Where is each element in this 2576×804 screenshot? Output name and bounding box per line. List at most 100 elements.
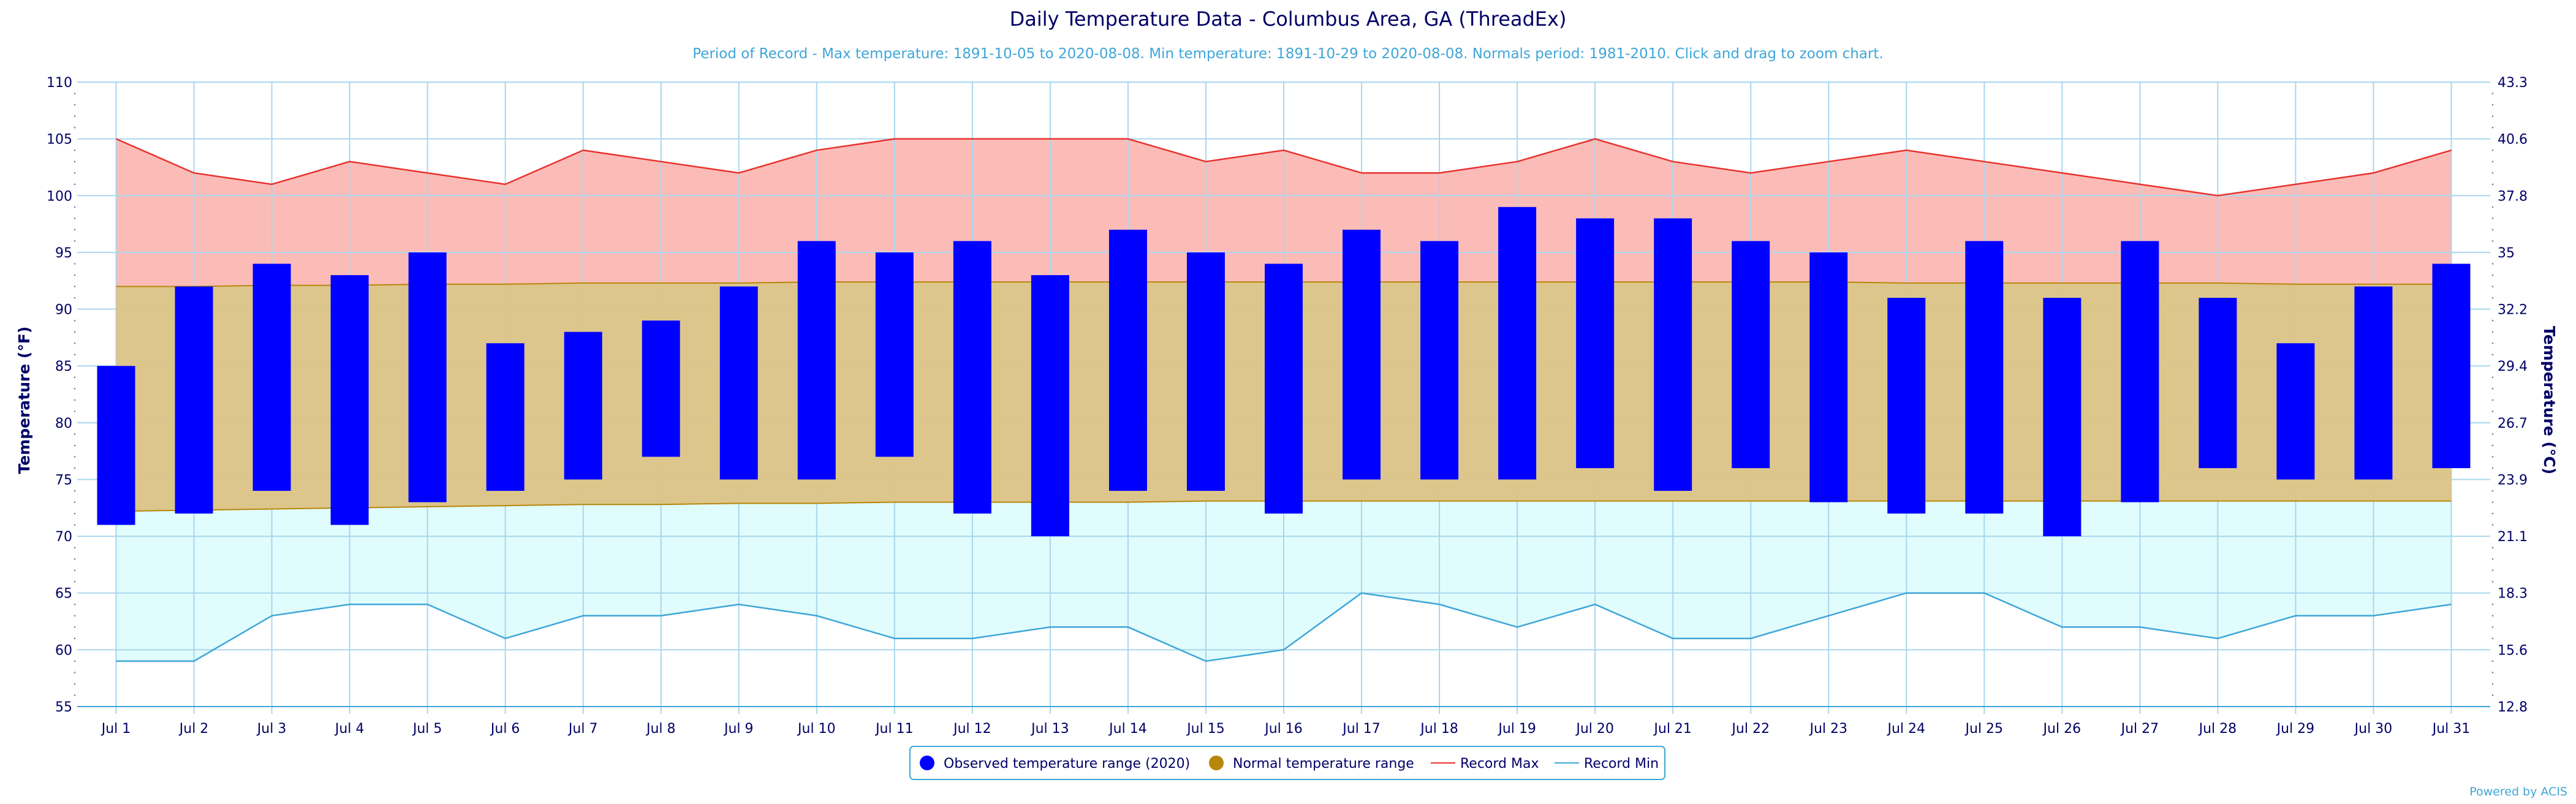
legend-item-record-min[interactable]: Record Min xyxy=(1555,756,1659,772)
observed-range-bar[interactable] xyxy=(719,286,758,480)
y-minor-tick-left xyxy=(74,183,76,186)
y-axis-title-right: Temperature (°C) xyxy=(2540,326,2558,474)
observed-range-bar[interactable] xyxy=(1343,229,1381,480)
x-tick-label: Jul 15 xyxy=(1186,721,1225,737)
observed-range-bar[interactable] xyxy=(2432,264,2471,468)
y-minor-tick-right xyxy=(2491,161,2494,162)
observed-range-bar[interactable] xyxy=(2121,241,2159,502)
y-tick-label-left: 95 xyxy=(55,246,72,261)
observed-range-bar[interactable] xyxy=(486,343,525,491)
observed-range-bar[interactable] xyxy=(1809,252,1848,502)
legend-item-observed[interactable]: Observed temperature range (2020) xyxy=(920,756,1190,772)
y-minor-tick-right xyxy=(2491,263,2494,265)
legend: Observed temperature range (2020) Normal… xyxy=(909,746,1665,780)
y-minor-tick-left xyxy=(74,683,76,685)
observed-range-bar[interactable] xyxy=(330,275,369,525)
observed-range-bar[interactable] xyxy=(1965,241,2004,514)
y-minor-tick-right xyxy=(2491,218,2494,219)
legend-item-record-max[interactable]: Record Max xyxy=(1431,756,1539,772)
y-tick-label-left: 55 xyxy=(55,700,72,715)
y-minor-tick-left xyxy=(74,218,76,219)
y-minor-tick-right xyxy=(2491,286,2494,287)
y-minor-tick-left xyxy=(74,161,76,162)
x-tick-label: Jul 12 xyxy=(952,721,991,737)
observed-range-bar[interactable] xyxy=(1031,275,1069,537)
legend-item-normal[interactable]: Normal temperature range xyxy=(1209,756,1414,772)
y-tick-label-left: 85 xyxy=(55,359,72,374)
y-minor-tick-right xyxy=(2491,399,2494,401)
observed-range-bar[interactable] xyxy=(2354,286,2393,480)
observed-range-bar[interactable] xyxy=(875,252,914,457)
y-minor-tick-left xyxy=(74,263,76,265)
x-tick-label: Jul 1 xyxy=(100,721,131,737)
observed-range-bar[interactable] xyxy=(797,241,836,480)
y-minor-tick-left xyxy=(74,172,76,174)
observed-range-bar[interactable] xyxy=(1576,218,1615,468)
x-tick-label: Jul 25 xyxy=(1964,721,2004,737)
y-minor-tick-left xyxy=(74,672,76,673)
y-minor-tick-left xyxy=(74,274,76,276)
x-tick-label: Jul 24 xyxy=(1886,721,1925,737)
y-minor-tick-right xyxy=(2491,115,2494,117)
y-minor-tick-left xyxy=(74,206,76,208)
y-minor-tick-left xyxy=(74,126,76,129)
y-minor-tick-right xyxy=(2491,512,2494,515)
y-axis-title-left: Temperature (°F) xyxy=(15,327,33,474)
observed-range-bar[interactable] xyxy=(1108,229,1147,491)
observed-range-bar[interactable] xyxy=(953,241,991,514)
observed-range-bar[interactable] xyxy=(252,264,291,491)
x-tick-label: Jul 29 xyxy=(2276,721,2315,737)
y-minor-tick-right xyxy=(2491,569,2494,571)
y-minor-tick-left xyxy=(74,433,76,435)
observed-range-bar[interactable] xyxy=(1732,241,1770,468)
y-minor-tick-right xyxy=(2491,331,2494,333)
y-minor-tick-left xyxy=(74,229,76,231)
y-minor-tick-left xyxy=(74,580,76,583)
x-tick-label: Jul 28 xyxy=(2198,721,2237,737)
y-minor-tick-right xyxy=(2491,93,2494,94)
observed-bars[interactable] xyxy=(97,207,2471,537)
y-minor-tick-left xyxy=(74,240,76,242)
y-minor-tick-right xyxy=(2491,694,2494,696)
y-minor-tick-left xyxy=(74,558,76,560)
observed-range-bar[interactable] xyxy=(564,332,602,480)
y-minor-tick-left xyxy=(74,93,76,94)
observed-range-bar[interactable] xyxy=(1265,264,1303,514)
observed-range-bar[interactable] xyxy=(97,366,135,525)
observed-range-bar[interactable] xyxy=(2199,298,2237,468)
observed-range-bar[interactable] xyxy=(1420,241,1459,480)
y-minor-tick-right xyxy=(2491,240,2494,242)
x-tick-label: Jul 6 xyxy=(490,721,520,737)
y-minor-tick-left xyxy=(74,342,76,344)
legend-record-min-label: Record Min xyxy=(1584,756,1659,772)
observed-range-bar[interactable] xyxy=(2276,343,2315,480)
x-tick-label: Jul 5 xyxy=(412,721,442,737)
y-minor-tick-right xyxy=(2491,467,2494,469)
credits-link[interactable]: Powered by ACIS xyxy=(2469,785,2567,798)
observed-range-bar[interactable] xyxy=(642,320,680,457)
y-minor-tick-right xyxy=(2491,615,2494,617)
y-minor-tick-right xyxy=(2491,547,2494,548)
y-minor-tick-right xyxy=(2491,558,2494,560)
y-tick-label-right: 37.8 xyxy=(2498,189,2528,204)
y-minor-tick-left xyxy=(74,115,76,117)
observed-range-bar[interactable] xyxy=(1887,298,1926,514)
y-tick-label-left: 75 xyxy=(55,472,72,488)
y-minor-tick-right xyxy=(2491,149,2494,151)
observed-range-bar[interactable] xyxy=(408,252,447,502)
y-minor-tick-right xyxy=(2491,456,2494,458)
observed-range-bar[interactable] xyxy=(1654,218,1692,491)
y-tick-label-right: 29.4 xyxy=(2498,359,2528,374)
observed-range-bar[interactable] xyxy=(1498,207,1537,480)
y-tick-label-left: 70 xyxy=(55,529,72,545)
observed-range-bar[interactable] xyxy=(175,286,213,514)
y-minor-tick-right xyxy=(2491,342,2494,344)
y-tick-label-right: 18.3 xyxy=(2498,586,2528,602)
observed-range-bar[interactable] xyxy=(2043,298,2082,537)
observed-range-bar[interactable] xyxy=(1186,252,1225,491)
y-minor-tick-left xyxy=(74,399,76,401)
y-tick-label-left: 60 xyxy=(55,643,72,658)
y-minor-tick-right xyxy=(2491,229,2494,231)
y-minor-tick-left xyxy=(74,512,76,515)
